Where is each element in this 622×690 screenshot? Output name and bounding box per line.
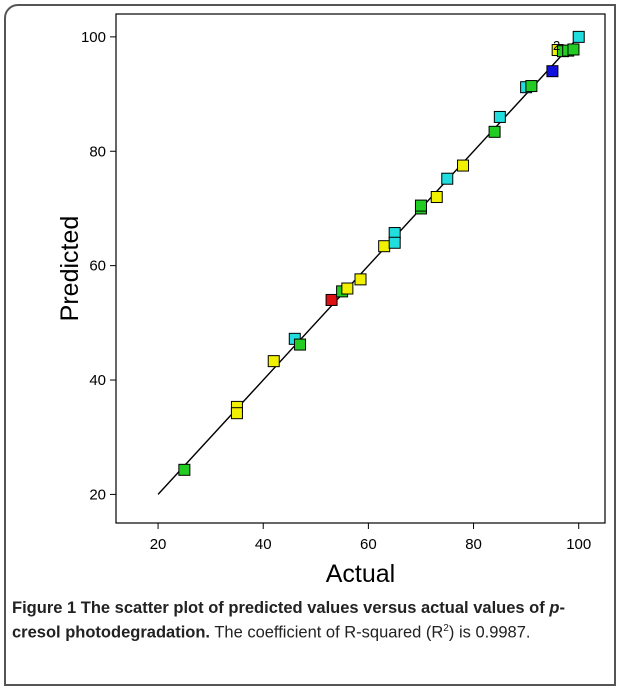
data-point — [493, 110, 506, 123]
caption-bold-end: -cresol photodegradation. — [12, 599, 565, 641]
data-point — [267, 355, 280, 368]
x-axis-label: Actual — [326, 560, 395, 588]
x-tick-label: 40 — [255, 536, 272, 553]
data-point — [430, 191, 443, 204]
data-point — [178, 463, 191, 476]
data-point — [388, 236, 401, 249]
y-tick-label: 80 — [89, 143, 106, 160]
data-point — [567, 43, 580, 56]
plot-area-border — [115, 13, 606, 524]
data-point — [525, 80, 538, 93]
y-tick-label: 60 — [89, 258, 106, 275]
caption-text-1: The coefficient of R-squared (R — [210, 623, 444, 641]
point-count-annotation: 2 — [553, 38, 560, 53]
caption-superscript: 2 — [443, 622, 449, 634]
data-point — [457, 159, 470, 172]
x-tick-label: 20 — [150, 536, 167, 553]
data-point — [378, 240, 391, 253]
fit-line — [157, 36, 580, 495]
caption-text-2: ) is 0.9987. — [448, 623, 531, 641]
data-point — [230, 407, 243, 420]
figure-caption: Figure 1 The scatter plot of predicted v… — [12, 598, 608, 643]
caption-bold-italic: p — [549, 599, 560, 617]
x-tick-label: 80 — [465, 536, 482, 553]
y-tick-label: 100 — [81, 29, 106, 46]
data-point — [572, 30, 585, 43]
data-point — [488, 125, 501, 138]
scatter-plot: 20 40 60 80 100 20 40 60 80 100 Actual Predicted 2 — [56, 13, 606, 588]
data-point — [294, 338, 307, 351]
figure-frame — [4, 4, 616, 686]
data-point — [414, 199, 427, 212]
data-point — [354, 273, 367, 286]
x-tick-label: 100 — [566, 536, 591, 553]
data-point — [441, 172, 454, 185]
caption-bold: Figure 1 The scatter plot of predicted v… — [12, 599, 550, 617]
data-point — [341, 282, 354, 295]
data-point — [546, 65, 559, 78]
y-tick-label: 40 — [89, 372, 106, 389]
y-tick-label: 20 — [89, 486, 106, 503]
data-point — [325, 293, 338, 306]
y-axis-label: Predicted — [56, 216, 84, 322]
x-tick-label: 60 — [360, 536, 377, 553]
